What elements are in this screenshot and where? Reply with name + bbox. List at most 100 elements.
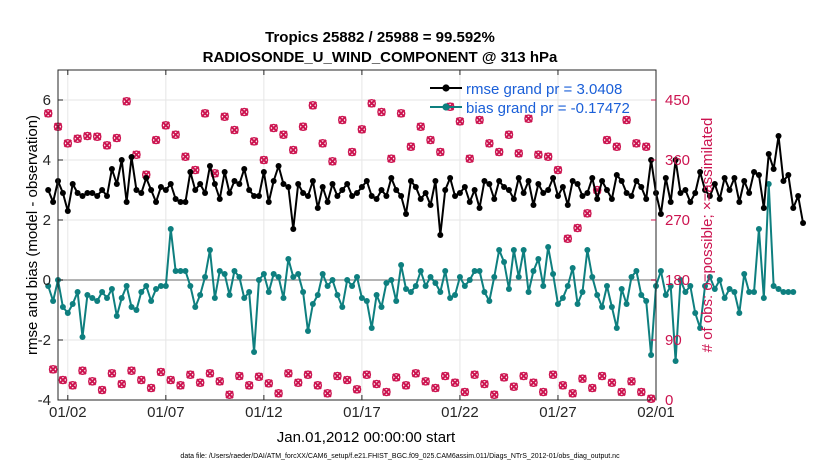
- obs-assimilated-marker: [627, 377, 636, 386]
- bias-point: [128, 304, 135, 310]
- y-axis-label: rmse and bias (model - observation): [24, 115, 41, 355]
- y-right-tick-label: 270: [665, 212, 690, 229]
- bias-point: [45, 283, 52, 289]
- rmse-point: [594, 196, 601, 202]
- obs-assimilated-marker: [161, 121, 170, 130]
- obs-assimilated-marker: [406, 142, 416, 151]
- obs-assimilated-marker: [151, 135, 161, 145]
- rmse-point: [123, 199, 130, 205]
- obs-possible-marker: [161, 121, 171, 130]
- bias-point: [138, 289, 145, 295]
- rmse-point: [790, 205, 797, 211]
- rmse-point: [432, 178, 439, 184]
- obs-assimilated-marker: [553, 165, 563, 175]
- obs-assimilated-marker: [235, 371, 244, 381]
- rmse-point: [603, 187, 610, 193]
- rmse-point: [270, 178, 277, 184]
- obs-assimilated-marker: [338, 115, 347, 125]
- obs-assimilated-marker: [93, 132, 102, 141]
- obs-possible-marker: [450, 378, 460, 387]
- bias-point: [231, 268, 238, 274]
- obs-possible-marker: [578, 374, 587, 383]
- rmse-point: [104, 193, 111, 199]
- obs-possible-marker: [489, 390, 499, 399]
- bias-series: [45, 181, 797, 364]
- obs-possible-marker: [382, 387, 391, 397]
- bias-point: [471, 268, 478, 274]
- rmse-point: [559, 184, 566, 190]
- obs-assimilated-marker: [357, 125, 367, 134]
- obs-possible-marker: [602, 135, 612, 145]
- obs-assimilated-marker: [450, 378, 460, 387]
- bias-point: [324, 283, 331, 289]
- bias-point: [721, 295, 728, 301]
- obs-possible-marker: [117, 379, 127, 389]
- obs-assimilated-marker: [382, 387, 391, 397]
- obs-possible-marker: [431, 383, 440, 393]
- bias-point: [770, 283, 777, 289]
- rmse-point: [162, 187, 169, 193]
- legend-bias-label: bias grand pr = -0.17472: [466, 100, 630, 117]
- y-right-tick-label: 90: [665, 332, 682, 349]
- obs-possible-marker: [112, 133, 122, 143]
- rmse-point: [496, 178, 503, 184]
- rmse-point: [344, 181, 351, 187]
- y-right-tick-label: 0: [665, 392, 673, 409]
- obs-assimilated-marker: [495, 147, 504, 157]
- obs-possible-marker: [102, 141, 112, 150]
- obs-possible-marker: [274, 389, 283, 398]
- x-tick-label: 01/07: [147, 404, 185, 421]
- rmse-point: [633, 178, 640, 184]
- bias-point: [785, 289, 792, 295]
- bias-point: [574, 301, 581, 307]
- obs-assimilated-marker: [245, 381, 254, 390]
- y-tick-label: 0: [43, 272, 51, 289]
- bias-point: [118, 295, 125, 301]
- obs-possible-marker: [347, 147, 357, 157]
- obs-possible-marker: [146, 383, 156, 393]
- bias-point: [221, 271, 228, 277]
- obs-possible-marker: [176, 381, 185, 390]
- rmse-point: [765, 151, 772, 157]
- obs-possible-marker: [127, 366, 136, 375]
- rmse-point: [687, 199, 694, 205]
- obs-assimilated-marker: [294, 378, 303, 387]
- obs-assimilated-marker: [318, 139, 327, 148]
- rmse-point: [197, 181, 204, 187]
- bias-point: [476, 268, 483, 274]
- bias-point: [162, 283, 169, 289]
- obs-assimilated-marker: [416, 122, 425, 131]
- bias-point: [99, 289, 106, 295]
- bias-point: [437, 289, 444, 295]
- bias-point: [216, 268, 223, 274]
- rmse-point: [108, 166, 115, 172]
- obs-assimilated-marker: [637, 387, 646, 397]
- bias-point: [603, 283, 610, 289]
- obs-assimilated-marker: [490, 390, 499, 399]
- obs-assimilated-marker: [372, 379, 381, 389]
- rmse-point: [613, 172, 620, 178]
- rmse-point: [775, 133, 782, 139]
- bias-point: [206, 247, 213, 253]
- bias-point: [540, 283, 547, 289]
- obs-possible-marker: [622, 115, 631, 125]
- bias-point: [89, 295, 96, 301]
- obs-assimilated-marker: [215, 377, 224, 386]
- rmse-point: [226, 190, 233, 196]
- rmse-point: [255, 193, 262, 199]
- obs-possible-marker: [122, 97, 131, 106]
- rmse-point: [241, 166, 248, 172]
- rmse-point: [187, 169, 194, 175]
- obs-possible-marker: [97, 385, 107, 395]
- bias-point: [226, 292, 233, 298]
- rmse-point: [530, 202, 537, 208]
- rmse-point: [535, 181, 542, 187]
- rmse-point: [442, 187, 449, 193]
- bias-point: [265, 289, 272, 295]
- bias-point: [84, 292, 91, 298]
- bias-point: [123, 283, 130, 289]
- obs-possible-marker: [465, 154, 475, 163]
- bias-point: [182, 268, 189, 274]
- rmse-point: [363, 178, 370, 184]
- rmse-point: [290, 226, 297, 232]
